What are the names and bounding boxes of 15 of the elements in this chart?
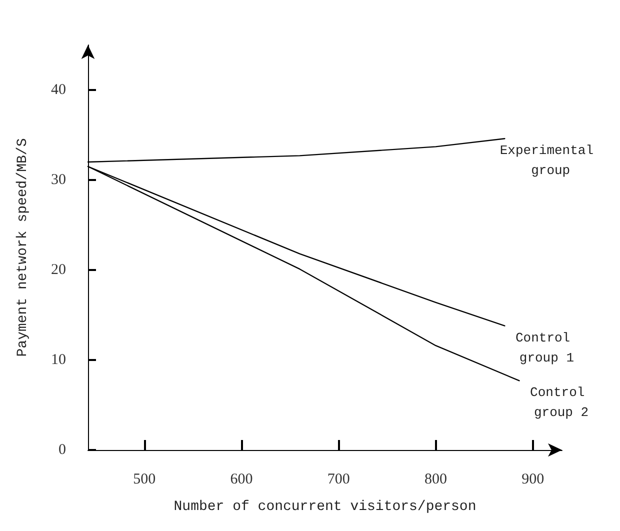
x-tick-label: 900 [522, 472, 544, 488]
x-axis-title: Number of concurrent visitors/person [174, 499, 476, 515]
series-label: Control group 2 [530, 385, 592, 420]
y-tick-label: 0 [58, 442, 66, 458]
series-label: Experimental group [500, 143, 594, 178]
x-tick-label: 500 [133, 472, 156, 488]
y-tick-label: 40 [51, 82, 66, 98]
x-tick-label: 800 [424, 472, 447, 488]
x-tick-label: 600 [230, 472, 253, 488]
series-label: Control group 1 [515, 330, 578, 366]
y-tick-label: 10 [51, 352, 66, 368]
y-tick-label: 30 [51, 172, 66, 188]
y-axis-title: Payment network speed/MB/S [15, 138, 31, 357]
x-tick-label: 700 [327, 472, 350, 488]
y-tick-label: 20 [51, 262, 66, 278]
